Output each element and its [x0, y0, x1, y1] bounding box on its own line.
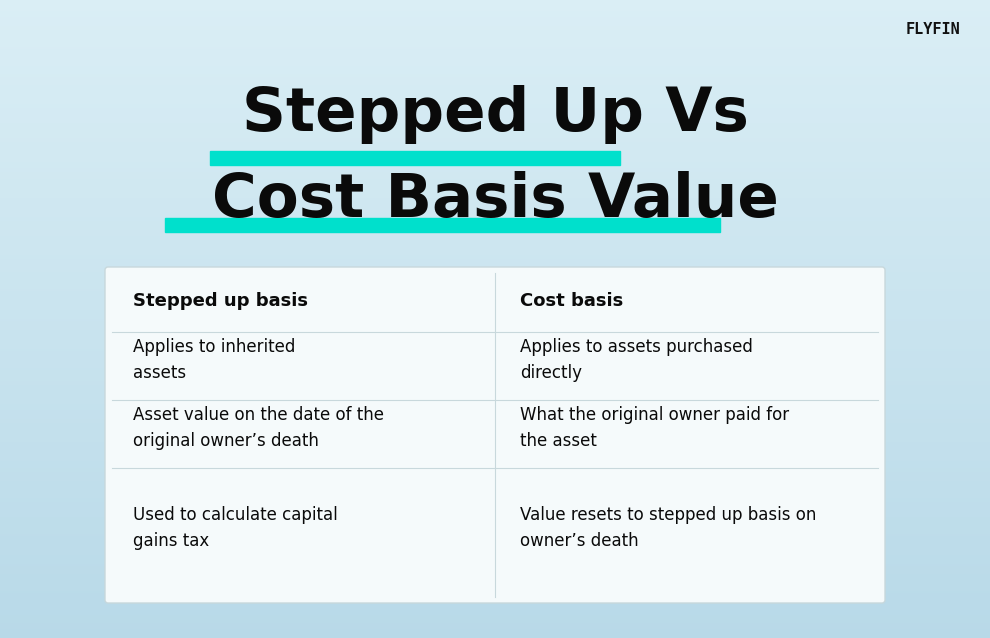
Text: Used to calculate capital
gains tax: Used to calculate capital gains tax — [133, 506, 338, 550]
Text: Applies to assets purchased
directly: Applies to assets purchased directly — [520, 338, 752, 382]
FancyBboxPatch shape — [105, 267, 885, 603]
Text: What the original owner paid for
the asset: What the original owner paid for the ass… — [520, 406, 789, 450]
Text: Applies to inherited
assets: Applies to inherited assets — [133, 338, 295, 382]
Text: FLYFIN: FLYFIN — [905, 22, 960, 37]
Text: Value resets to stepped up basis on
owner’s death: Value resets to stepped up basis on owne… — [520, 506, 817, 550]
Text: Cost Basis Value: Cost Basis Value — [212, 170, 778, 230]
Text: Stepped up basis: Stepped up basis — [133, 292, 308, 310]
Text: Stepped Up Vs: Stepped Up Vs — [242, 85, 748, 144]
Text: Cost basis: Cost basis — [520, 292, 624, 310]
Text: Asset value on the date of the
original owner’s death: Asset value on the date of the original … — [133, 406, 384, 450]
Bar — [210, 151, 620, 165]
Bar — [165, 218, 720, 232]
